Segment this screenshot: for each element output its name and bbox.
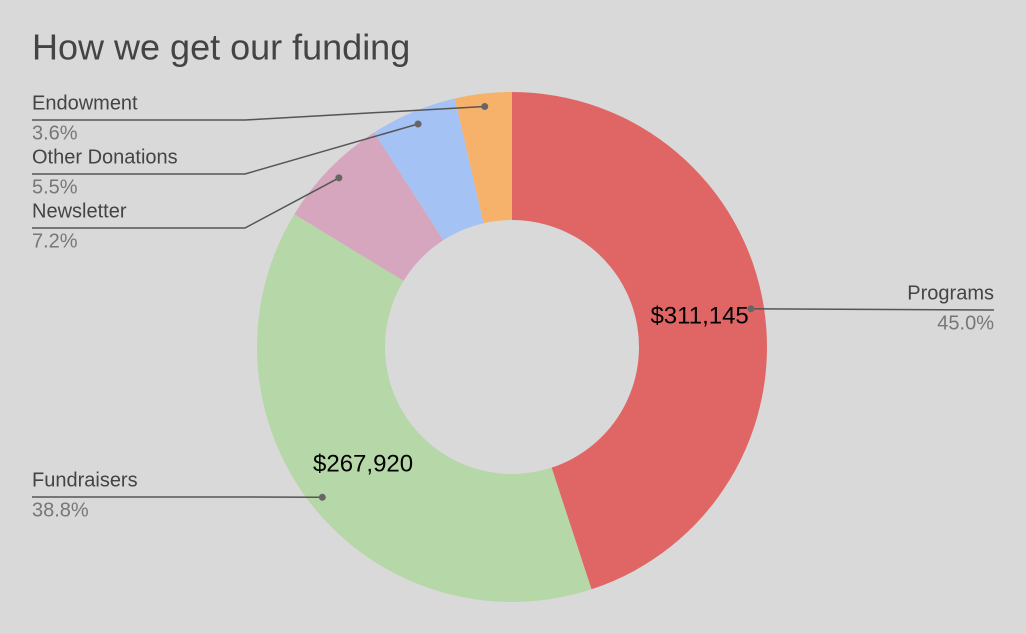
legend-label: Newsletter <box>32 200 127 222</box>
amount-label: $311,145 <box>650 302 748 329</box>
leader-line <box>32 177 340 229</box>
leader-line <box>32 123 419 175</box>
leader-dot <box>318 493 326 501</box>
legend-label: Endowment <box>32 92 138 114</box>
slice <box>374 98 484 241</box>
chart-title: How we get our funding <box>32 27 410 68</box>
legend-label: Other Donations <box>32 146 178 168</box>
legend-label: Programs <box>907 282 994 304</box>
slice <box>294 132 444 281</box>
percent-label: 38.8% <box>32 499 89 521</box>
leader-dot <box>414 120 422 128</box>
amount-label: $267,920 <box>313 450 413 477</box>
percent-label: 3.6% <box>32 122 78 144</box>
leader-dot <box>335 174 343 182</box>
leader-dot <box>747 305 755 313</box>
leader-line <box>32 105 485 121</box>
slice <box>257 214 592 603</box>
percent-label: 7.2% <box>32 230 78 252</box>
slice <box>512 92 767 590</box>
percent-label: 5.5% <box>32 176 78 198</box>
leader-line <box>750 308 995 311</box>
percent-label: 45.0% <box>937 312 994 334</box>
legend-label: Fundraisers <box>32 469 138 491</box>
leader-dot <box>481 103 489 111</box>
slice <box>454 92 512 224</box>
